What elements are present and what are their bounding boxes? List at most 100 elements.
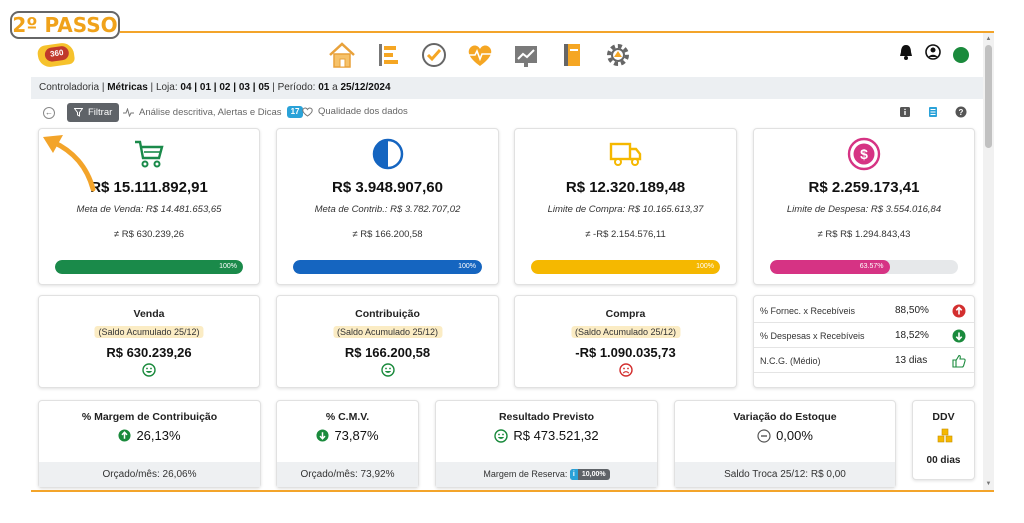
notebook-icon[interactable] (556, 39, 588, 71)
cmv-foot: Orçado/mês: 73,92% (277, 462, 418, 487)
svg-text:?: ? (959, 108, 964, 117)
analysis-link[interactable]: Análise descritiva, Alertas e Dicas 17 (123, 106, 304, 118)
summary-title: Venda (133, 308, 165, 320)
summary-value: R$ 630.239,26 (106, 345, 192, 360)
gear-icon[interactable] (602, 39, 634, 71)
bottom-accent-line (31, 490, 994, 492)
ratio-row: N.C.G. (Médio) 13 dias (754, 349, 974, 373)
breadcrumb: Controladoria | Métricas | Loja: 04 | 01… (31, 77, 983, 99)
arrow-up-red-icon (952, 304, 966, 318)
data-quality-link[interactable]: Qualidade dos dados (302, 106, 408, 117)
cmv-card: % C.M.V. 73,87% Orçado/mês: 73,92% (276, 400, 419, 488)
vertical-scrollbar[interactable]: ▲ ▼ (983, 33, 994, 490)
stock-value-row: 0,00% (675, 428, 895, 443)
filter-button[interactable]: Filtrar (67, 103, 120, 122)
result-title: Resultado Previsto (498, 411, 595, 423)
ratio-value: 18,52% (895, 330, 929, 341)
kpi-progress-bar: 100% (293, 260, 482, 274)
filter-icon (74, 108, 83, 117)
svg-text:$: $ (860, 146, 868, 162)
home-icon[interactable] (326, 39, 358, 71)
ratio-row: % Fornec. x Recebíveis 88,50% (754, 299, 974, 323)
breadcrumb-period-sep: a (332, 82, 338, 93)
kpi-diff: ≠ R$ 630.239,26 (113, 229, 185, 240)
happy-face-icon (142, 363, 156, 377)
ratio-label: N.C.G. (Médio) (760, 356, 821, 366)
result-foot: Margem de Reserva: i 10,00% (436, 462, 657, 487)
happy-face-icon (380, 363, 395, 377)
callout-arrow (43, 135, 96, 192)
kpi-diff: ≠ -R$ 2.154.576,11 (585, 229, 666, 240)
kpi-meta: Meta de Venda: R$ 14.481.653,65 (76, 204, 222, 215)
ratio-row: % Despesas x Recebíveis 18,52% (754, 324, 974, 348)
kpi-meta: Meta de Contrib.: R$ 3.782.707,02 (314, 204, 461, 215)
summary-title: Compra (605, 308, 646, 320)
breadcrumb-period-end: 25/12/2024 (340, 82, 391, 93)
help-icon[interactable]: ? (955, 106, 967, 118)
kpi-value: R$ 2.259.173,41 (808, 179, 920, 196)
top-navbar: 360 (31, 33, 983, 77)
online-status-dot (953, 46, 969, 63)
breadcrumb-period-label: Período: (277, 82, 316, 93)
margin-value-row: 26,13% (39, 428, 260, 443)
scroll-down-icon[interactable]: ▼ (985, 481, 992, 487)
user-account-icon[interactable] (925, 44, 941, 65)
breadcrumb-module[interactable]: Controladoria (39, 82, 100, 93)
kpi-progress-fill: 100% (293, 260, 482, 274)
ratio-label: % Fornec. x Recebíveis (760, 306, 856, 316)
heart-pulse-icon[interactable] (464, 39, 496, 71)
filter-button-label: Filtrar (88, 107, 113, 118)
check-clock-icon[interactable] (418, 39, 450, 71)
breadcrumb-stores: 04 | 01 | 02 | 03 | 05 (180, 82, 270, 93)
ddv-title: DDV (932, 411, 955, 423)
main-nav (326, 39, 634, 71)
boxes-icon (937, 428, 953, 448)
stock-value: 0,00% (776, 428, 813, 443)
kpi-progress-bar: 100% (55, 260, 243, 274)
info-icon: i (569, 469, 578, 481)
timeline-icon[interactable] (372, 39, 404, 71)
kpi-value: R$ 12.320.189,48 (565, 179, 686, 196)
kpi-card-contribuicao: R$ 3.948.907,60 Meta de Contrib.: R$ 3.7… (276, 128, 499, 285)
reserve-badge[interactable]: i 10,00% (569, 469, 610, 481)
summary-subtitle: (Saldo Acumulado 25/12) (570, 326, 681, 338)
stock-card: Variação do Estoque 0,00% Saldo Troca 25… (674, 400, 896, 488)
kpi-card-compra: R$ 12.320.189,48 Limite de Compra: R$ 10… (514, 128, 737, 285)
result-value: R$ 473.521,32 (513, 428, 599, 443)
heart-check-icon (302, 106, 313, 117)
scroll-up-icon[interactable]: ▲ (985, 36, 992, 42)
info-square-icon[interactable] (899, 106, 911, 118)
brand-logo[interactable]: 360 (36, 41, 76, 69)
kpi-progress-fill: 100% (531, 260, 720, 274)
kpi-diff: ≠ R$ 166.200,58 (352, 229, 423, 240)
margin-foot: Orçado/mês: 26,06% (39, 462, 260, 487)
cmv-value-row: 73,87% (277, 428, 418, 443)
reserve-value: 10,00% (581, 471, 606, 479)
ratio-value: 13 dias (895, 355, 928, 366)
result-value-row: R$ 473.521,32 (436, 428, 657, 443)
chart-icon[interactable] (510, 39, 542, 71)
arrow-down-green-icon (316, 429, 329, 442)
summary-value: R$ 166.200,58 (344, 345, 431, 360)
summary-card-compra: Compra (Saldo Acumulado 25/12) -R$ 1.090… (514, 295, 737, 388)
margin-title: % Margem de Contribuição (81, 411, 218, 423)
cmv-value: 73,87% (334, 428, 379, 443)
ratios-card: % Fornec. x Recebíveis 88,50% % Despesas… (753, 295, 975, 388)
kpi-card-venda: R$ 15.111.892,91 Meta de Venda: R$ 14.48… (38, 128, 260, 285)
spreadsheet-icon[interactable] (927, 106, 939, 118)
bell-icon[interactable] (899, 44, 913, 65)
scroll-thumb[interactable] (985, 45, 992, 148)
half-circle-icon (371, 137, 405, 171)
kpi-value: R$ 3.948.907,60 (332, 179, 443, 196)
kpi-progress-bar: 100% (531, 260, 720, 274)
arrow-down-green-icon (952, 329, 966, 343)
stock-foot: Saldo Troca 25/12: R$ 0,00 (675, 462, 895, 487)
analysis-count-badge: 17 (286, 106, 304, 118)
back-arrow-icon[interactable]: ← (43, 107, 55, 119)
thumbs-up-icon (952, 354, 966, 368)
analysis-label: Análise descritiva, Alertas e Dicas (139, 106, 282, 118)
margin-value: 26,13% (136, 428, 181, 443)
breadcrumb-section: Métricas (107, 82, 148, 93)
kpi-meta: Limite de Despesa: R$ 3.554.016,84 (786, 204, 942, 215)
